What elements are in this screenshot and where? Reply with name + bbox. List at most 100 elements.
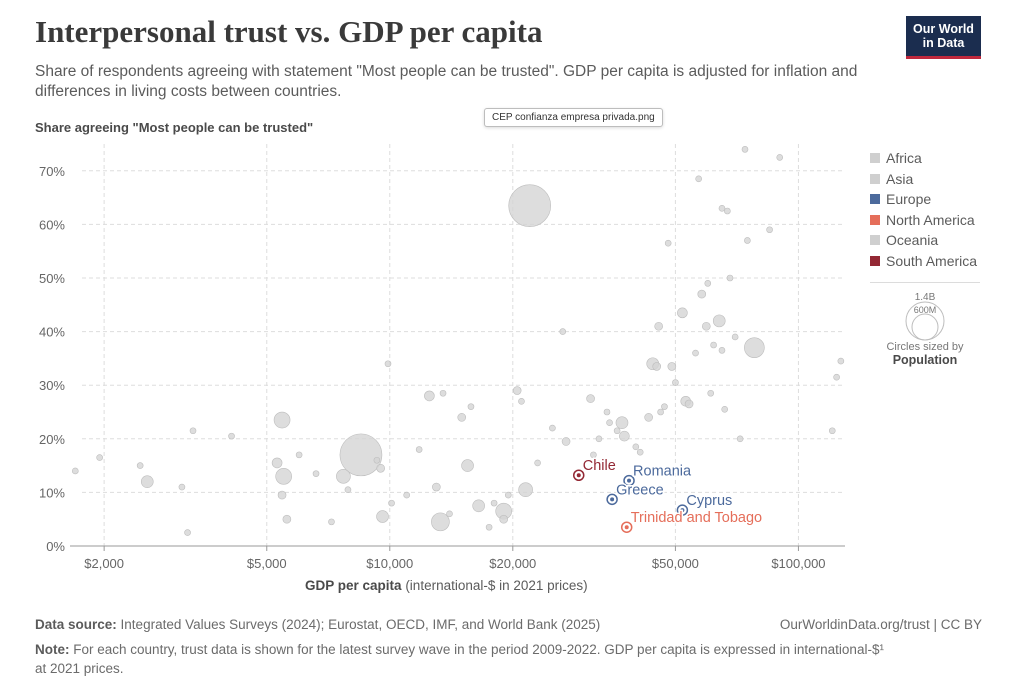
data-point xyxy=(632,443,640,451)
data-point xyxy=(697,289,707,299)
data-point xyxy=(415,446,423,453)
data-point xyxy=(140,475,154,488)
legend-swatch xyxy=(870,255,880,266)
data-point xyxy=(613,427,621,435)
legend-label: South America xyxy=(886,252,978,269)
y-tick-label: 60% xyxy=(39,217,65,232)
legend-swatch xyxy=(870,153,880,164)
x-axis-title: GDP per capita (international-$ in 2021 … xyxy=(305,578,588,593)
size-legend: 1.4B 600M Circles sized by Population xyxy=(870,282,980,367)
data-point xyxy=(654,321,663,331)
data-point xyxy=(328,518,335,526)
owid-logo[interactable]: Our World in Data xyxy=(906,16,981,59)
data-point xyxy=(431,512,450,532)
legend-swatch xyxy=(870,173,880,184)
data-point xyxy=(461,459,474,472)
data-point xyxy=(707,389,715,397)
data-point xyxy=(96,454,103,461)
x-tick-label: $5,000 xyxy=(247,556,287,571)
highlight-point xyxy=(680,508,685,513)
legend-item-africa[interactable]: Africa xyxy=(870,148,977,169)
data-point xyxy=(672,379,679,386)
data-point xyxy=(424,390,435,402)
note-label: Note: xyxy=(35,642,70,657)
data-point xyxy=(661,403,668,410)
data-point xyxy=(295,451,303,459)
data-point xyxy=(776,154,784,161)
data-source: Data source: Integrated Values Surveys (… xyxy=(35,617,600,632)
logo-line-2: in Data xyxy=(922,36,965,50)
data-point xyxy=(721,406,728,413)
data-point xyxy=(312,470,320,477)
y-tick-label: 40% xyxy=(39,325,65,340)
legend-item-oceania[interactable]: Oceania xyxy=(870,230,977,251)
legend-item-north-america[interactable]: North America xyxy=(870,210,977,231)
country-label: Greece xyxy=(616,482,664,498)
data-point xyxy=(766,226,773,234)
source-url[interactable]: OurWorldinData.org/trust | CC BY xyxy=(779,617,982,632)
chart-subtitle: Share of respondents agreeing with state… xyxy=(35,63,858,100)
data-point xyxy=(744,237,751,244)
data-point xyxy=(472,499,485,513)
data-point xyxy=(736,435,744,443)
size-legend-circle-small xyxy=(911,313,939,341)
data-point xyxy=(439,389,447,397)
data-point xyxy=(178,483,186,491)
y-tick-label: 0% xyxy=(46,539,65,554)
legend-item-asia[interactable]: Asia xyxy=(870,169,977,190)
data-point xyxy=(336,469,351,484)
data-point xyxy=(384,360,392,368)
grid-layer xyxy=(82,144,845,546)
data-point xyxy=(467,403,475,410)
data-point xyxy=(606,419,613,427)
data-source-text[interactable]: Integrated Values Surveys (2024); Eurost… xyxy=(120,617,601,632)
data-point xyxy=(275,468,292,485)
highlight-point xyxy=(627,478,632,483)
data-point xyxy=(704,280,712,287)
data-point xyxy=(701,321,711,331)
data-point xyxy=(724,207,731,215)
country-label: Trinidad and Tobago xyxy=(631,510,762,526)
data-point xyxy=(228,432,235,440)
data-point xyxy=(403,491,410,499)
data-point xyxy=(718,347,726,354)
legend-swatch xyxy=(870,235,880,246)
x-tick-label: $2,000 xyxy=(84,556,124,571)
data-point xyxy=(615,416,629,430)
data-point xyxy=(189,427,197,435)
country-label: Chile xyxy=(583,458,616,474)
data-point xyxy=(373,456,381,464)
axis-layer: 0% 10% 20% 30% 40% 50% 60% 70% $2,000 $5,000 $10,0… xyxy=(39,164,845,571)
data-point xyxy=(712,314,726,328)
chart-title: Interpersonal trust vs. GDP per capita xyxy=(35,14,543,49)
legend-item-south-america[interactable]: South America xyxy=(870,251,977,272)
data-source-label: Data source: xyxy=(35,617,117,632)
legend-item-europe[interactable]: Europe xyxy=(870,189,977,210)
data-point xyxy=(677,307,688,319)
data-point xyxy=(499,514,508,524)
data-point xyxy=(273,411,291,429)
logo-line-1: Our World xyxy=(913,22,974,36)
data-point xyxy=(636,448,644,456)
data-point xyxy=(339,433,383,477)
data-point xyxy=(71,467,79,475)
data-point xyxy=(590,451,597,459)
data-point xyxy=(376,463,385,473)
data-point xyxy=(833,373,840,381)
highlight-point xyxy=(576,473,581,478)
x-tick-label: $50,000 xyxy=(652,556,699,571)
region-legend: Africa Asia Europe North America Oceania… xyxy=(870,148,977,271)
data-point xyxy=(619,430,630,442)
legend-label: North America xyxy=(886,211,975,228)
data-point xyxy=(603,408,611,416)
data-point xyxy=(652,362,662,371)
legend-label: Africa xyxy=(886,150,922,167)
size-legend-caption: Circles sized by xyxy=(886,341,964,353)
data-point xyxy=(344,486,352,494)
data-point xyxy=(695,175,702,183)
data-point xyxy=(837,357,845,365)
data-point xyxy=(726,274,734,282)
data-point xyxy=(518,397,525,405)
legend-label: Oceania xyxy=(886,232,939,249)
